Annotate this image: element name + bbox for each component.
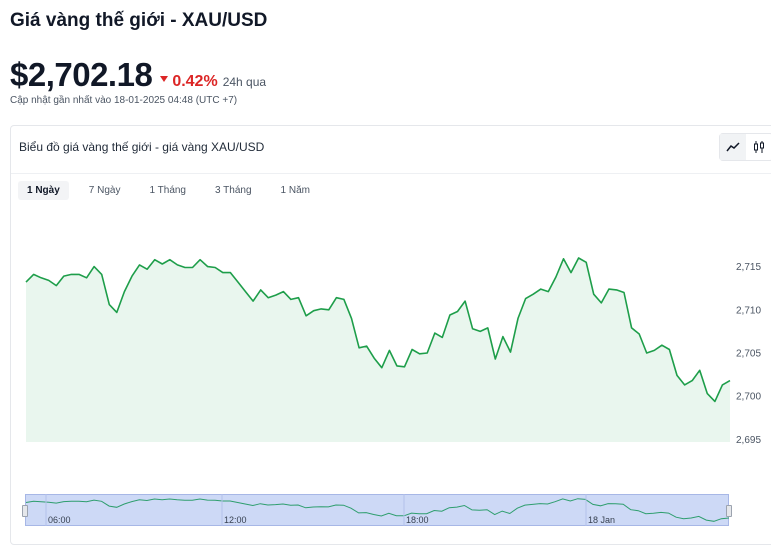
line-chart-button[interactable] <box>720 134 746 160</box>
candlestick-icon <box>754 141 764 153</box>
candlestick-button[interactable] <box>746 134 771 160</box>
caret-down-icon <box>160 76 169 82</box>
price-area <box>26 258 730 442</box>
change-period: 24h qua <box>222 75 267 89</box>
chart-card: Biểu đồ giá vàng thế giới - giá vàng XAU… <box>10 125 771 545</box>
chart-title: Biểu đồ giá vàng thế giới - giá vàng XAU… <box>19 140 265 154</box>
y-tick-label: 2,700 <box>736 392 761 403</box>
tab-3-months[interactable]: 3 Tháng <box>215 185 252 196</box>
tab-1-month[interactable]: 1 Tháng <box>149 185 186 196</box>
chart-navigator[interactable] <box>25 494 729 526</box>
line-chart-icon <box>726 142 740 152</box>
navigator-right-handle[interactable] <box>726 505 732 517</box>
price-line <box>25 257 731 403</box>
y-tick-label: 2,695 <box>736 435 761 446</box>
y-tick-label: 2,715 <box>736 262 761 273</box>
last-updated: Cập nhật gần nhất vào 18-01-2025 04:48 (… <box>10 95 238 106</box>
y-tick-label: 2,710 <box>736 305 761 316</box>
tab-7-days[interactable]: 7 Ngày <box>88 185 121 196</box>
tab-1-day[interactable]: 1 Ngày <box>18 181 69 200</box>
price-row: $2,702.18 0.42% 24h qua <box>10 56 266 94</box>
navigator-left-handle[interactable] <box>22 505 28 517</box>
card-divider <box>11 173 771 174</box>
range-tabs: 1 Ngày 7 Ngày 1 Tháng 3 Tháng 1 Năm <box>18 181 330 200</box>
tab-1-year[interactable]: 1 Năm <box>280 185 310 196</box>
chart-type-toggle <box>719 133 771 161</box>
change-percent: 0.42% <box>172 73 218 90</box>
page-title: Giá vàng thế giới - XAU/USD <box>10 10 268 31</box>
y-tick-label: 2,705 <box>736 348 761 359</box>
current-price: $2,702.18 <box>10 56 153 93</box>
